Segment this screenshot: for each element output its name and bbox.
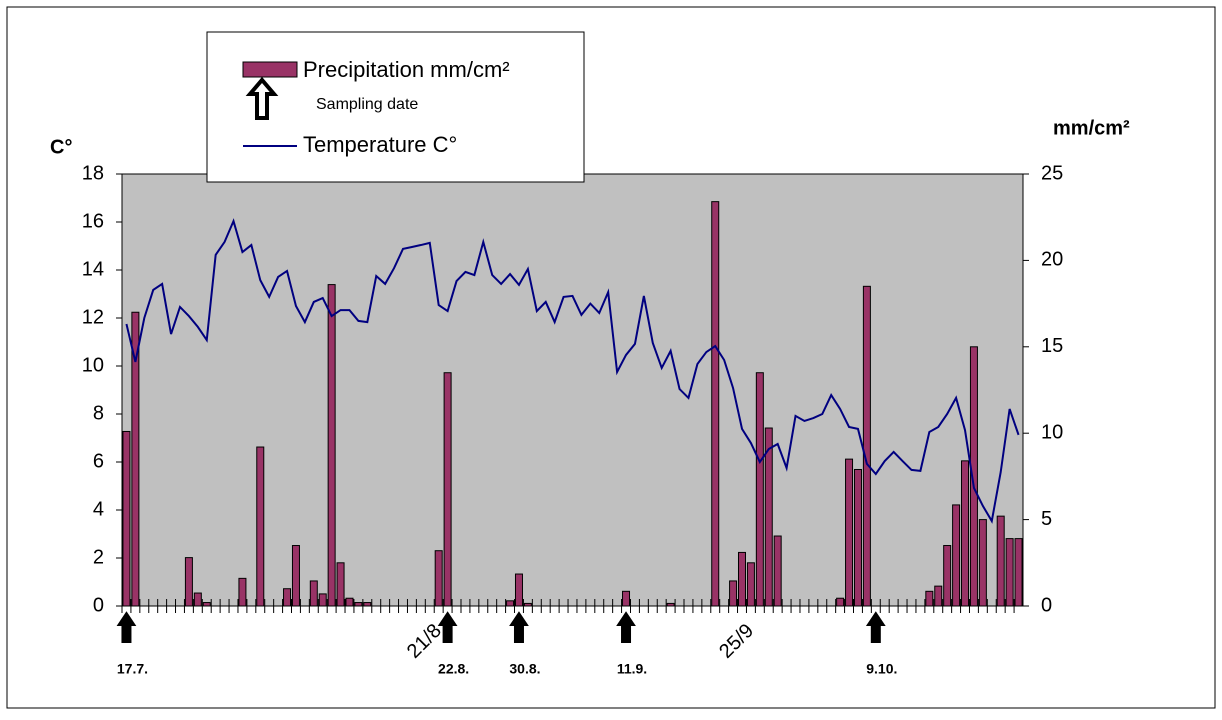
- legend-swatch: [242, 61, 298, 78]
- sampling-arrow: [509, 611, 529, 643]
- sampling-date-label: 17.7.: [117, 661, 148, 677]
- bar: [622, 590, 631, 607]
- bar: [1014, 538, 1023, 607]
- bar: [434, 550, 443, 607]
- bar: [943, 545, 952, 607]
- bar: [666, 602, 675, 607]
- bar: [256, 446, 265, 607]
- bar: [934, 585, 943, 607]
- y2-tick-label: 10: [1041, 421, 1063, 443]
- bar: [238, 577, 247, 607]
- sampling-date-label: 30.8.: [509, 661, 540, 677]
- y-tick-label: 18: [82, 162, 104, 184]
- bar: [729, 580, 738, 607]
- bar: [711, 201, 720, 607]
- bar: [291, 545, 300, 607]
- bar: [996, 515, 1005, 607]
- bar: [318, 593, 327, 607]
- plot-area: [121, 173, 1024, 607]
- sampling-date-label: 11.9.: [617, 661, 647, 677]
- bar: [131, 311, 140, 607]
- bar: [184, 557, 193, 607]
- bar: [283, 588, 292, 607]
- y2-tick-label: 20: [1041, 249, 1063, 271]
- sampling-arrow: [865, 611, 886, 643]
- plot-background: [121, 173, 1024, 607]
- bar: [363, 602, 372, 607]
- y-tick-label: 0: [93, 594, 104, 616]
- line: [125, 218, 1020, 524]
- sampling-date-label: 22.8.: [438, 661, 469, 677]
- bar: [773, 535, 782, 607]
- bar: [925, 590, 934, 607]
- sampling-arrow: [116, 611, 137, 643]
- bar: [202, 602, 211, 607]
- y-tick-label: 16: [82, 210, 104, 232]
- y2-tick-label: 15: [1041, 335, 1063, 357]
- legend-label: Temperature C°: [303, 132, 457, 157]
- legend-box: [206, 31, 585, 183]
- sampling-date-label: 9.10.: [866, 661, 897, 677]
- y-tick-label: 4: [93, 498, 104, 520]
- bar: [354, 602, 363, 607]
- legend-arrow: [245, 76, 279, 120]
- bar: [961, 460, 970, 607]
- bar: [122, 430, 131, 607]
- y-axis-title: C°: [50, 136, 72, 158]
- bar: [737, 551, 746, 607]
- bar: [969, 346, 978, 607]
- y2-tick-label: 5: [1041, 508, 1052, 530]
- y-tick-label: 6: [93, 450, 104, 472]
- bar: [764, 427, 773, 607]
- y-tick-label: 10: [82, 354, 104, 376]
- bar: [309, 580, 318, 607]
- sampling-arrow: [616, 611, 636, 643]
- bar: [523, 602, 532, 607]
- y2-tick-label: 0: [1041, 594, 1052, 616]
- bar: [755, 372, 764, 607]
- legend-label: Sampling date: [316, 96, 418, 113]
- bar: [345, 597, 354, 607]
- bar: [514, 573, 523, 607]
- bar: [952, 504, 961, 607]
- sampling-arrow: [437, 611, 458, 643]
- bar: [845, 458, 854, 607]
- bar: [836, 597, 845, 607]
- y2-axis-title: mm/cm²: [1053, 117, 1130, 139]
- bar: [506, 600, 515, 607]
- bar: [1005, 538, 1014, 607]
- bar: [336, 562, 345, 607]
- bar: [853, 468, 862, 607]
- y-tick-label: 2: [93, 546, 104, 568]
- legend-label: Precipitation mm/cm²: [303, 57, 510, 82]
- bar: [746, 562, 755, 607]
- y2-tick-label: 25: [1041, 162, 1063, 184]
- bar: [193, 592, 202, 607]
- legend: Precipitation mm/cm² Sampling date Tempe…: [206, 31, 585, 183]
- y-tick-label: 14: [82, 258, 104, 280]
- bar: [862, 285, 871, 607]
- bar: [443, 372, 452, 607]
- y-tick-label: 8: [93, 402, 104, 424]
- bar: [327, 284, 336, 607]
- y-tick-label: 12: [82, 306, 104, 328]
- bar: [978, 519, 987, 607]
